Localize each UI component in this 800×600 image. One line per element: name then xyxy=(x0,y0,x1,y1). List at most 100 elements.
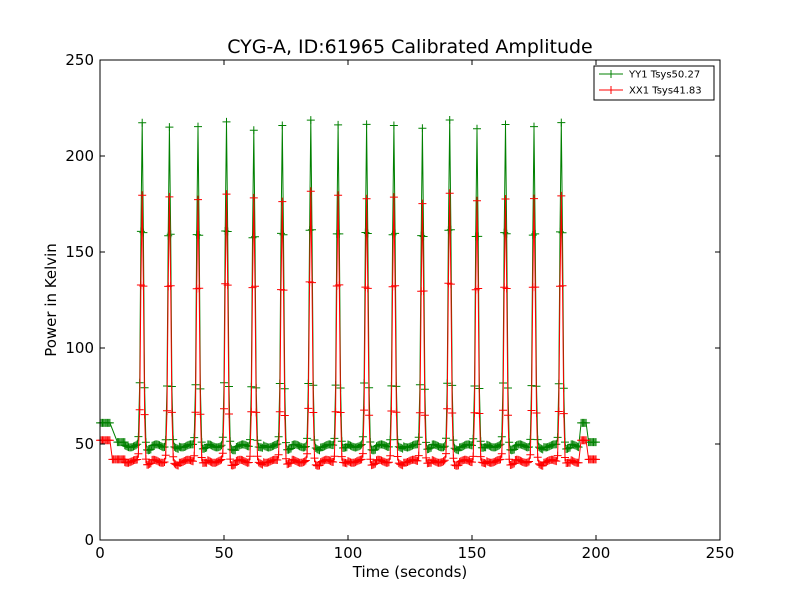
data-point xyxy=(301,456,310,465)
data-point xyxy=(167,408,176,417)
data-point xyxy=(252,408,261,417)
data-point xyxy=(552,440,561,449)
data-point xyxy=(499,406,507,415)
data-point xyxy=(439,457,448,466)
data-point xyxy=(525,457,533,466)
data-point xyxy=(161,451,170,460)
data-point xyxy=(366,455,375,464)
data-point xyxy=(280,411,289,420)
y-tick-label: 100 xyxy=(65,339,94,357)
data-point xyxy=(189,440,197,449)
data-point xyxy=(384,458,393,467)
data-point xyxy=(194,195,202,204)
data-point xyxy=(217,441,226,450)
data-point xyxy=(306,187,315,196)
data-point xyxy=(222,117,231,126)
data-point xyxy=(337,452,346,461)
x-tick-label: 200 xyxy=(582,544,611,562)
data-point xyxy=(383,458,392,467)
data-point xyxy=(146,445,155,454)
data-point xyxy=(140,410,149,419)
data-point xyxy=(531,229,540,238)
data-point xyxy=(278,121,287,130)
data-point xyxy=(336,408,345,417)
data-point xyxy=(139,282,148,291)
data-point xyxy=(582,418,591,427)
data-point xyxy=(303,449,312,458)
data-point xyxy=(331,407,340,416)
plot-frame xyxy=(99,59,721,541)
data-point xyxy=(527,406,536,415)
data-point xyxy=(334,191,343,200)
data-point xyxy=(247,407,256,416)
data-point xyxy=(475,409,484,418)
data-point xyxy=(231,460,240,469)
data-point xyxy=(160,458,169,466)
data-point xyxy=(282,454,290,463)
data-point xyxy=(476,452,485,461)
data-point xyxy=(279,286,288,295)
data-point xyxy=(226,455,235,464)
data-point xyxy=(139,228,148,237)
data-point xyxy=(223,281,232,290)
data-point xyxy=(470,408,479,417)
data-point xyxy=(474,284,483,293)
data-point xyxy=(582,436,591,445)
data-point xyxy=(468,458,476,467)
data-point xyxy=(440,456,449,465)
data-point xyxy=(145,446,154,454)
data-point xyxy=(141,455,150,464)
data-point xyxy=(244,458,253,467)
data-point xyxy=(449,454,458,463)
legend-entry-yy1: YY1 Tsys50.27 xyxy=(599,70,700,81)
legend-label-xx1: XX1 Tsys41.83 xyxy=(629,86,702,97)
legend-marker-xx1 xyxy=(607,86,615,94)
data-point xyxy=(218,449,227,458)
data-point xyxy=(391,229,400,238)
data-point xyxy=(413,440,422,449)
data-point xyxy=(134,449,143,458)
data-point xyxy=(310,454,319,463)
data-point xyxy=(191,408,200,417)
data-point xyxy=(329,441,338,450)
data-point xyxy=(105,418,114,427)
data-point xyxy=(418,124,427,133)
data-point xyxy=(133,455,142,464)
data-point xyxy=(474,232,483,241)
data-point xyxy=(554,407,563,416)
data-point xyxy=(309,408,318,417)
data-point xyxy=(553,451,562,460)
legend-marker-yy1 xyxy=(607,70,615,78)
data-point xyxy=(531,283,540,292)
data-point xyxy=(502,284,511,293)
data-point xyxy=(165,192,174,201)
data-point xyxy=(387,407,396,415)
data-point xyxy=(300,457,309,466)
data-point xyxy=(169,452,178,461)
data-point xyxy=(196,410,205,419)
data-point xyxy=(418,199,427,208)
data-point xyxy=(530,194,538,203)
data-point xyxy=(473,124,481,133)
x-tick-label: 150 xyxy=(458,544,487,562)
data-point xyxy=(414,451,423,460)
legend-label-yy1: YY1 Tsys50.27 xyxy=(628,70,700,81)
data-point xyxy=(557,191,566,200)
data-point xyxy=(306,116,315,125)
data-point xyxy=(308,278,316,287)
data-point xyxy=(446,280,455,289)
data-point xyxy=(454,461,463,470)
chart-title: CYG-A, ID:61965 Calibrated Amplitude xyxy=(227,36,592,58)
data-point xyxy=(246,452,254,461)
data-point xyxy=(508,460,517,469)
data-point xyxy=(389,193,398,202)
y-tick-label: 200 xyxy=(65,147,94,165)
x-tick-label: 100 xyxy=(334,544,363,562)
data-point xyxy=(273,440,282,448)
data-point xyxy=(592,438,600,447)
data-point xyxy=(362,194,371,203)
data-point xyxy=(510,445,519,454)
data-point xyxy=(225,410,233,418)
data-point xyxy=(496,440,505,449)
legend-box xyxy=(593,65,715,101)
